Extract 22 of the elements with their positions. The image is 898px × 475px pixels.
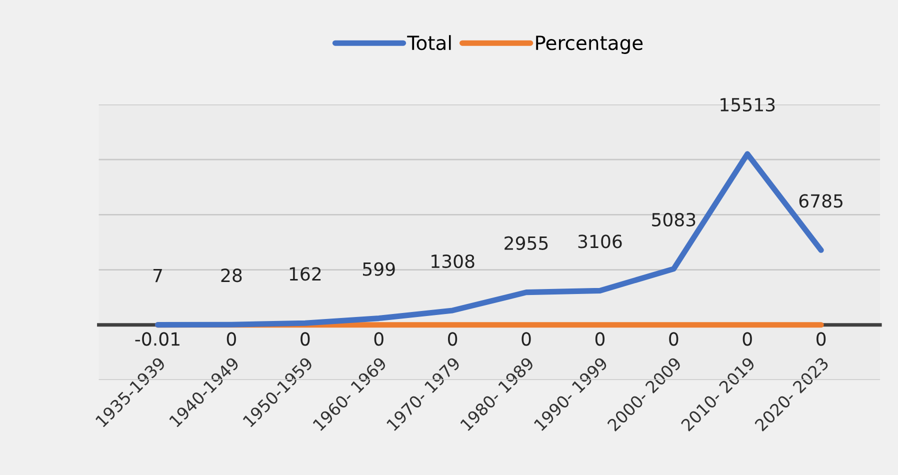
data-label: 2955 [504, 236, 548, 250]
data-label: 15513 [720, 98, 775, 112]
legend-label: Total [407, 35, 451, 50]
data-label: 0 [742, 332, 752, 346]
data-label: 6785 [799, 194, 842, 208]
data-label: 0 [226, 332, 236, 346]
data-label: 28 [221, 268, 242, 282]
data-label: 0 [300, 332, 310, 346]
data-label: 162 [290, 267, 321, 281]
data-label: 1308 [432, 254, 474, 268]
data-label: 5083 [652, 212, 696, 226]
data-label: 0 [374, 332, 384, 346]
data-label: 0 [595, 332, 605, 346]
data-label: 3106 [578, 234, 622, 248]
data-label: 0 [522, 332, 531, 346]
data-label: -0.01 [135, 332, 180, 346]
data-label: 0 [448, 332, 458, 346]
legend-label: Percentage [536, 36, 643, 54]
data-label: 0 [816, 332, 826, 346]
data-label: 7 [153, 269, 162, 282]
data-label: 599 [363, 262, 395, 276]
data-label: 0 [669, 332, 678, 346]
